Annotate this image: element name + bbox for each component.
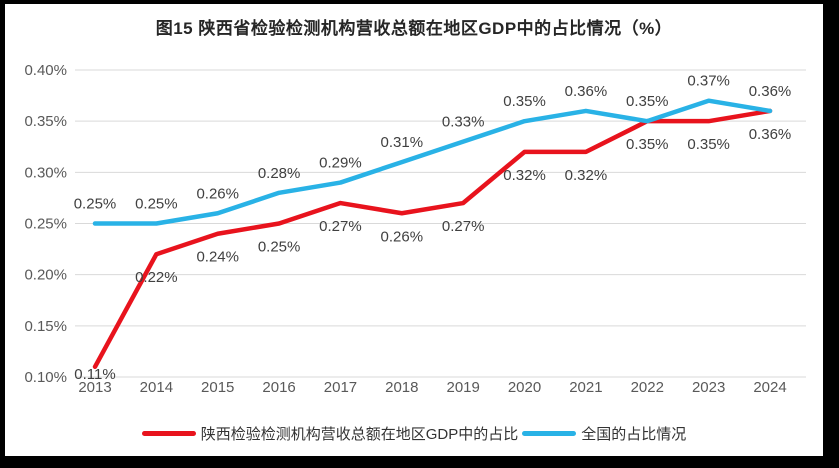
chart-legend: 陕西检验检测机构营收总额在地区GDP中的占比 全国的占比情况 bbox=[5, 423, 823, 444]
legend-line-red-icon bbox=[141, 431, 196, 436]
data-label-series-0: 0.25% bbox=[258, 239, 301, 256]
legend-line-blue-icon bbox=[522, 431, 577, 436]
data-label-series-1: 0.35% bbox=[503, 93, 546, 110]
data-label-series-1: 0.36% bbox=[565, 83, 608, 100]
data-label-series-1: 0.25% bbox=[74, 196, 117, 213]
data-label-series-1: 0.31% bbox=[381, 134, 424, 151]
x-tick-label: 2018 bbox=[385, 379, 418, 396]
x-tick-label: 2016 bbox=[262, 379, 295, 396]
y-tick-label: 0.25% bbox=[24, 216, 67, 233]
series-line-0 bbox=[92, 108, 773, 370]
y-tick-label: 0.20% bbox=[24, 267, 67, 284]
data-label-series-0: 0.22% bbox=[135, 269, 178, 286]
y-tick-label: 0.40% bbox=[24, 62, 67, 79]
data-label-series-1: 0.33% bbox=[442, 114, 485, 131]
data-label-series-1: 0.35% bbox=[626, 93, 669, 110]
line-chart: 0.10% 0.15% 0.20% 0.25% 0.30% 0.35% 0.40% 2013 2… bbox=[24, 62, 806, 396]
data-label-series-1: 0.26% bbox=[196, 185, 239, 202]
legend-item-national: 全国的占比情况 bbox=[522, 423, 686, 444]
data-label-series-1: 0.29% bbox=[319, 155, 362, 172]
data-label-series-0: 0.27% bbox=[442, 218, 485, 235]
legend-item-shaanxi: 陕西检验检测机构营收总额在地区GDP中的占比 bbox=[141, 423, 519, 444]
data-label-series-1: 0.28% bbox=[258, 165, 301, 182]
data-label-series-0: 0.35% bbox=[687, 136, 730, 153]
x-tick-label: 2015 bbox=[201, 379, 234, 396]
data-label-series-1: 0.25% bbox=[135, 196, 178, 213]
chart-title: 图15 陕西省检验检测机构营收总额在地区GDP中的占比情况（%） bbox=[155, 19, 673, 38]
data-label-series-1: 0.36% bbox=[749, 83, 792, 100]
x-tick-label: 2022 bbox=[631, 379, 664, 396]
data-label-series-0: 0.32% bbox=[503, 167, 546, 184]
x-tick-label: 2023 bbox=[692, 379, 725, 396]
x-tick-label: 2014 bbox=[140, 379, 173, 396]
x-tick-label: 2017 bbox=[324, 379, 357, 396]
y-tick-label: 0.15% bbox=[24, 318, 67, 335]
data-label-series-0: 0.11% bbox=[74, 366, 115, 383]
legend-label-national: 全国的占比情况 bbox=[581, 426, 687, 443]
x-tick-label: 2024 bbox=[753, 379, 786, 396]
x-tick-label: 2019 bbox=[446, 379, 479, 396]
x-tick-label: 2013 bbox=[78, 379, 111, 396]
y-tick-label: 0.30% bbox=[24, 164, 67, 181]
data-label-series-1: 0.37% bbox=[687, 73, 730, 90]
data-label-series-0: 0.24% bbox=[196, 249, 239, 266]
y-tick-label: 0.10% bbox=[24, 369, 67, 386]
data-label-series-0: 0.32% bbox=[565, 167, 608, 184]
y-tick-label: 0.35% bbox=[24, 113, 67, 130]
legend-label-shaanxi: 陕西检验检测机构营收总额在地区GDP中的占比 bbox=[200, 426, 519, 443]
series-line-1 bbox=[92, 98, 773, 226]
data-label-series-0: 0.26% bbox=[381, 228, 424, 245]
data-label-series-0: 0.35% bbox=[626, 136, 669, 153]
chart-panel: 图15 陕西省检验检测机构营收总额在地区GDP中的占比情况（%） 0.10% 0.… bbox=[5, 4, 823, 456]
x-tick-label: 2021 bbox=[569, 379, 602, 396]
data-label-series-0: 0.36% bbox=[749, 126, 792, 143]
data-label-series-0: 0.27% bbox=[319, 218, 362, 235]
x-tick-label: 2020 bbox=[508, 379, 541, 396]
